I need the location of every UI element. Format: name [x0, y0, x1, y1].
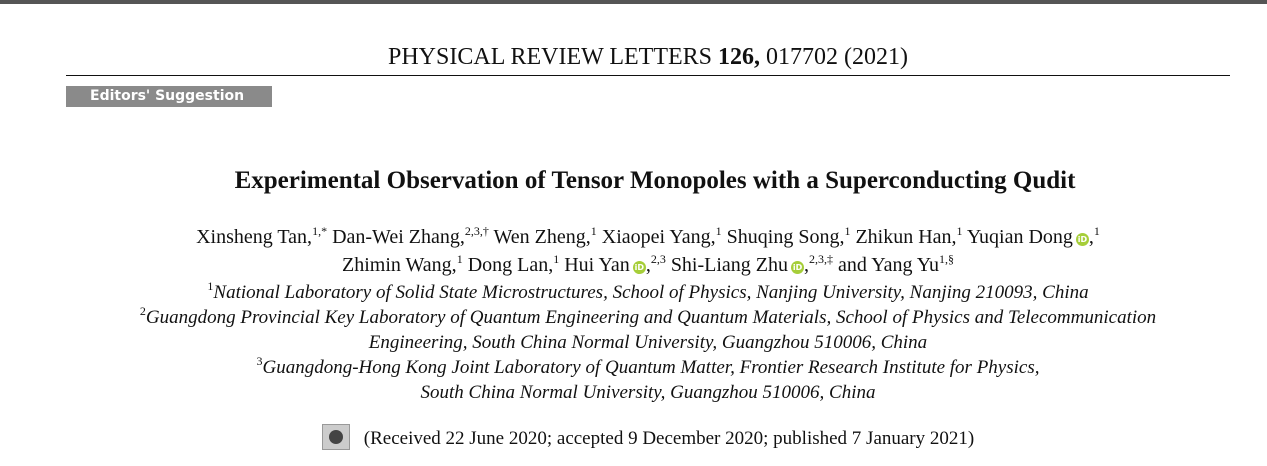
- punctuation: ,: [645, 254, 651, 276]
- affiliation-text: Guangdong Provincial Key Laboratory of Q…: [145, 307, 1157, 328]
- affiliation-mark: 1: [553, 252, 560, 266]
- orcid-icon[interactable]: iD: [791, 261, 805, 274]
- author-name: Xiaopei Yang,: [601, 226, 716, 248]
- author: Zhimin Wang,1: [342, 252, 463, 276]
- affiliation-line: 2Guangdong Provincial Key Laboratory of …: [66, 305, 1230, 330]
- orcid-icon[interactable]: iD: [632, 261, 646, 274]
- author: and: [838, 254, 867, 276]
- author-list: Xinsheng Tan,1,* Dan-Wei Zhang,2,3,† Wen…: [66, 223, 1230, 279]
- author: Xiaopei Yang,1: [601, 224, 722, 248]
- author: Dan-Wei Zhang,2,3,†: [332, 224, 489, 248]
- affiliation-number: 3: [256, 354, 263, 368]
- received-line: (Received 22 June 2020; accepted 9 Decem…: [66, 424, 1230, 452]
- affiliation-text: Guangdong-Hong Kong Joint Laboratory of …: [262, 357, 1040, 378]
- affiliation-mark: 1: [590, 224, 597, 238]
- author-name: Zhikun Han,: [855, 226, 957, 248]
- author-name: Shuqing Song,: [726, 226, 845, 248]
- affiliation-line: 1National Laboratory of Solid State Micr…: [66, 280, 1230, 305]
- top-bar: [0, 0, 1267, 4]
- affiliation-text: Engineering, South China Normal Universi…: [368, 332, 928, 353]
- author: Shuqing Song,1: [726, 224, 851, 248]
- affiliation-mark: 1: [715, 224, 722, 238]
- affiliation-line: Engineering, South China Normal Universi…: [66, 330, 1230, 355]
- author: Hui Yan iD,2,3: [564, 252, 666, 276]
- affiliation-text: South China Normal University, Guangzhou…: [420, 382, 876, 403]
- author: Dong Lan,1: [467, 252, 560, 276]
- affiliation-mark: 2,3,†: [464, 224, 489, 238]
- author-name: Yang Yu: [871, 254, 939, 276]
- author-name: and: [838, 254, 867, 276]
- affiliation-line: South China Normal University, Guangzhou…: [66, 380, 1230, 405]
- author-name: Dong Lan,: [467, 254, 554, 276]
- author: Yang Yu1,§: [871, 252, 954, 276]
- author: Wen Zheng,1: [493, 224, 597, 248]
- punctuation: ,: [804, 254, 810, 276]
- author: Xinsheng Tan,1,*: [196, 224, 328, 248]
- affiliation-mark: 1,§: [939, 252, 954, 266]
- author-name: Dan-Wei Zhang,: [332, 226, 465, 248]
- affiliation-mark: 1: [1093, 224, 1100, 238]
- author: Yuqian Dong iD,1: [966, 224, 1100, 248]
- affiliation-line: 3Guangdong-Hong Kong Joint Laboratory of…: [66, 355, 1230, 380]
- author-name: Shi-Liang Zhu: [670, 254, 789, 276]
- volume: 126,: [718, 44, 760, 70]
- journal-name: PHYSICAL REVIEW LETTERS: [388, 44, 712, 70]
- affiliation-text: National Laboratory of Solid State Micro…: [213, 282, 1089, 303]
- article-id: 017702 (2021): [766, 44, 908, 70]
- author-line: Zhimin Wang,1 Dong Lan,1 Hui Yan iD,2,3 S…: [66, 251, 1230, 279]
- author-name: Hui Yan: [564, 254, 630, 276]
- affiliation-number: 2: [139, 304, 146, 318]
- author: Shi-Liang Zhu iD,2,3,‡: [670, 252, 834, 276]
- author-name: Zhimin Wang,: [342, 254, 457, 276]
- affiliation-mark: 1,*: [312, 224, 328, 238]
- article-icon[interactable]: [321, 424, 350, 450]
- affiliation-list: 1National Laboratory of Solid State Micr…: [66, 280, 1230, 405]
- affiliation-mark: 1: [956, 224, 963, 238]
- author: Zhikun Han,1: [855, 224, 963, 248]
- received-dates: (Received 22 June 2020; accepted 9 Decem…: [363, 428, 975, 449]
- author-line: Xinsheng Tan,1,* Dan-Wei Zhang,2,3,† Wen…: [66, 223, 1230, 251]
- journal-header: PHYSICAL REVIEW LETTERS 126, 017702 (202…: [66, 42, 1230, 76]
- orcid-icon[interactable]: iD: [1075, 233, 1089, 246]
- affiliation-mark: 1: [844, 224, 851, 238]
- author-name: Wen Zheng,: [493, 226, 591, 248]
- affiliation-mark: 2,3: [650, 252, 666, 266]
- paper-title: Experimental Observation of Tensor Monop…: [234, 167, 1076, 194]
- editors-suggestion-badge: Editors' Suggestion: [66, 86, 272, 107]
- affiliation-mark: 1: [456, 252, 463, 266]
- author-name: Yuqian Dong: [966, 226, 1073, 248]
- punctuation: ,: [1088, 226, 1094, 248]
- affiliation-number: 1: [207, 279, 214, 293]
- affiliation-mark: 2,3,‡: [809, 252, 834, 266]
- author-name: Xinsheng Tan,: [196, 226, 313, 248]
